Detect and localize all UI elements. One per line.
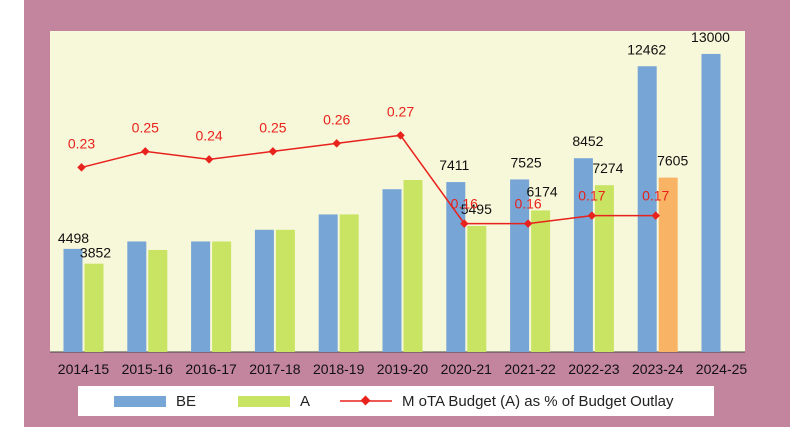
line-marker [77, 163, 86, 172]
legend-swatch-be [114, 395, 166, 407]
bar-a-2023-24 [658, 177, 678, 352]
x-tick-label: 2015-16 [122, 361, 174, 377]
bar-be-2023-24 [637, 66, 657, 352]
bar-be-2016-17 [191, 241, 211, 352]
bar-a-2015-16 [148, 249, 168, 352]
bar-be-2022-23 [573, 158, 593, 352]
legend-line-marker-icon [340, 395, 392, 406]
legend-label-be: BE [176, 392, 197, 410]
data-label-be: 4498 [58, 230, 89, 246]
legend: BE A M oTA Budget (A) as % of Budget Out… [78, 386, 714, 416]
line-marker [332, 139, 341, 148]
bar-be-2018-19 [318, 214, 338, 352]
x-tick-label: 2020-21 [441, 361, 493, 377]
bar-be-2024-25 [701, 53, 721, 353]
data-label-line: 0.17 [642, 188, 669, 204]
legend-label-line: M oTA Budget (A) as % of Budget Outlay [402, 392, 674, 410]
data-label-line: 0.23 [68, 135, 95, 151]
legend-item-be: BE [114, 386, 196, 416]
bar-a-2020-21 [467, 226, 487, 352]
data-label-line: 0.17 [578, 188, 605, 204]
bar-be-2021-22 [510, 179, 530, 352]
data-label-a: 7274 [592, 160, 623, 176]
data-label-be: 8452 [572, 133, 603, 149]
data-label-line: 0.26 [323, 111, 350, 127]
x-tick-label: 2019-20 [377, 361, 429, 377]
data-label-line: 0.24 [195, 127, 222, 143]
data-label-line: 0.16 [451, 196, 478, 212]
line-marker [268, 147, 278, 156]
data-label-be: 7525 [511, 154, 542, 170]
bar-a-2018-19 [339, 214, 359, 352]
data-label-a: 5495 [461, 201, 492, 217]
x-tick-label: 2016-17 [185, 361, 237, 377]
bar-a-2022-23 [594, 185, 614, 352]
bar-a-2014-15 [84, 263, 104, 352]
bar-a-2017-18 [275, 229, 295, 352]
line-mota-percent [81, 134, 656, 225]
bar-be-2017-18 [254, 229, 274, 352]
legend-item-a: A [238, 386, 310, 416]
bar-a-2016-17 [212, 241, 232, 352]
data-label-line: 0.25 [259, 119, 286, 135]
data-label-be: 7411 [439, 157, 469, 173]
x-tick-label: 2023-24 [632, 361, 684, 377]
line-marker [204, 155, 214, 164]
data-label-a: 6174 [527, 183, 558, 199]
bar-a-2021-22 [531, 210, 551, 352]
x-tick-label: 2018-19 [313, 361, 365, 377]
line-marker [460, 219, 469, 228]
x-tick-label: 2021-22 [504, 361, 556, 377]
bar-a-2019-20 [403, 180, 423, 352]
data-label-line: 0.27 [387, 103, 414, 119]
data-label-a: 3852 [80, 245, 111, 261]
legend-item-line: M oTA Budget (A) as % of Budget Outlay [340, 386, 674, 416]
x-tick-label: 2014-15 [58, 361, 110, 377]
data-label-be: 13000 [691, 29, 730, 45]
legend-label-a: A [300, 392, 311, 410]
x-tick-label: 2024-25 [696, 361, 748, 377]
bar-be-2014-15 [63, 248, 83, 352]
x-tick-label: 2017-18 [249, 361, 301, 377]
data-label-be: 12462 [627, 41, 666, 57]
x-tick-label: 2022-23 [568, 361, 620, 377]
line-marker [396, 131, 405, 140]
bar-be-2015-16 [127, 241, 147, 352]
legend-swatch-a [238, 395, 290, 407]
line-marker [141, 147, 150, 156]
data-label-line: 0.16 [514, 196, 541, 212]
bar-be-2019-20 [382, 189, 402, 352]
data-label-a: 7605 [657, 153, 688, 169]
data-label-line: 0.25 [132, 119, 159, 135]
bar-be-2020-21 [446, 182, 466, 352]
